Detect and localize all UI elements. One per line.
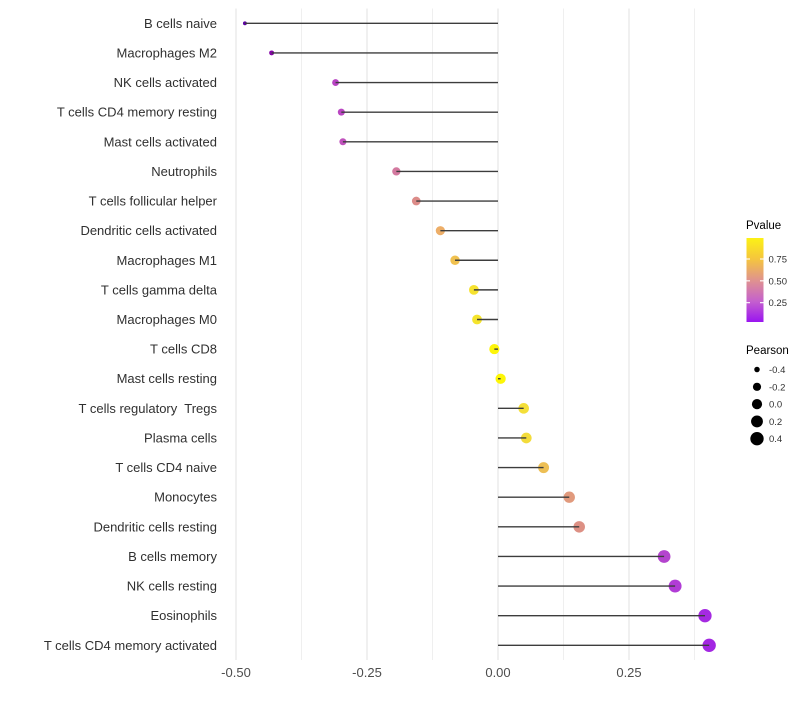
legend: Pvalue 0.75 0.50 0.25 Pearson -0.4 -0.2 0.0 0… — [746, 220, 789, 446]
lollipops — [242, 21, 716, 652]
y-tick-label: T cells CD4 naive — [115, 460, 217, 475]
x-tick-label: 0.25 — [616, 665, 641, 680]
colorbar-tick-label: 0.75 — [769, 255, 788, 266]
pvalue-colorbar — [746, 238, 764, 322]
y-tick-label: NK cells resting — [127, 579, 217, 594]
pearson-legend-label: 0.0 — [769, 400, 782, 411]
pvalue-colorbar-ticks — [746, 258, 764, 304]
y-tick-label: NK cells activated — [114, 75, 217, 90]
y-tick-label: Dendritic cells activated — [80, 223, 217, 238]
x-tick-label: -0.25 — [352, 665, 382, 680]
y-tick-label: B cells memory — [128, 549, 217, 564]
y-tick-label: Dendritic cells resting — [93, 519, 217, 534]
y-tick-label: T cells CD8 — [150, 342, 217, 357]
x-tick-label: -0.50 — [221, 665, 251, 680]
colorbar-tick-label: 0.50 — [769, 276, 788, 287]
y-tick-label: T cells gamma delta — [101, 282, 218, 297]
y-tick-label: Macrophages M1 — [117, 253, 217, 268]
pearson-legend-dot — [750, 432, 764, 446]
pearson-legend-label: 0.4 — [769, 434, 782, 445]
y-tick-label: T cells follicular helper — [89, 194, 218, 209]
y-tick-label: T cells regulatory Tregs — [79, 401, 218, 416]
y-tick-label: T cells CD4 memory activated — [44, 638, 217, 653]
x-tick-label: 0.00 — [485, 665, 510, 680]
data-point — [269, 50, 275, 56]
y-tick-label: Mast cells activated — [104, 134, 217, 149]
pearson-legend-label: -0.4 — [769, 365, 785, 376]
y-tick-label: Macrophages M0 — [117, 312, 217, 327]
y-tick-label: Neutrophils — [151, 164, 217, 179]
y-tick-label: Mast cells resting — [117, 371, 217, 386]
y-axis-labels: B cells naive Macrophages M2 NK cells acti… — [44, 16, 218, 653]
pearson-size-legend: -0.4 -0.2 0.0 0.2 0.4 — [750, 365, 785, 446]
pearson-legend-label: -0.2 — [769, 382, 785, 393]
pearson-legend-dot — [751, 399, 763, 410]
y-tick-label: Macrophages M2 — [117, 45, 217, 60]
y-tick-label: T cells CD4 memory resting — [57, 105, 217, 120]
pvalue-colorbar-labels: 0.75 0.50 0.25 — [769, 255, 788, 310]
pearson-legend-dot — [754, 366, 760, 373]
y-tick-label: Monocytes — [154, 490, 217, 505]
y-tick-label: Eosinophils — [151, 608, 218, 623]
pvalue-legend-title: Pvalue — [746, 220, 781, 232]
gridlines — [235, 8, 695, 660]
y-tick-label: Plasma cells — [144, 430, 217, 445]
pearson-legend-title: Pearson — [746, 345, 789, 357]
pearson-legend-dot — [752, 382, 762, 391]
y-tick-label: B cells naive — [144, 16, 217, 31]
colorbar-tick-label: 0.25 — [769, 298, 788, 309]
x-axis-labels: -0.50 -0.25 0.00 0.25 — [221, 665, 641, 680]
pearson-legend-dot — [751, 415, 763, 428]
pearson-legend-label: 0.2 — [769, 417, 782, 428]
